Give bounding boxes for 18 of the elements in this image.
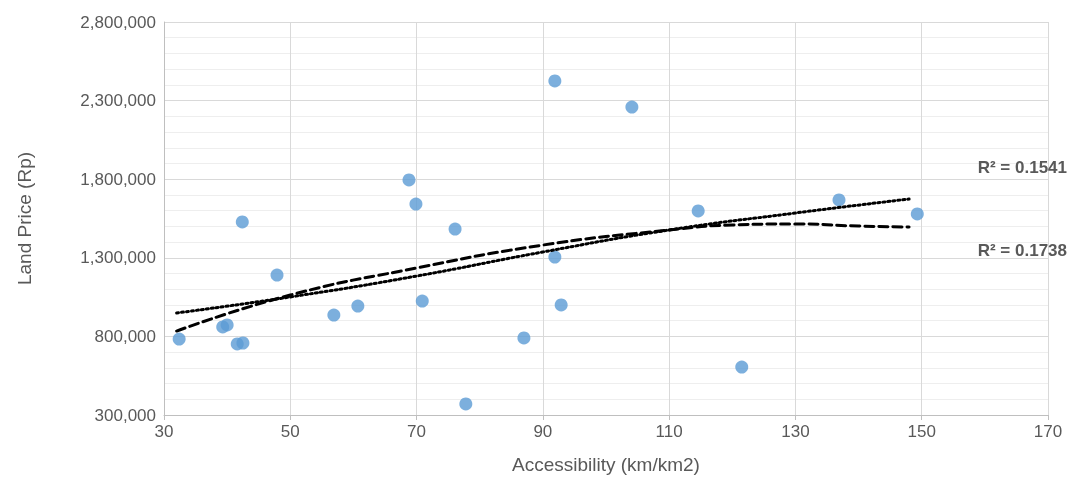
- x-tick-label: 110: [655, 422, 683, 441]
- y-axis-title: Land Price (Rp): [14, 151, 35, 286]
- x-tick-label: 30: [154, 422, 174, 441]
- x-tick-label: 150: [907, 422, 936, 441]
- annotation: R² = 0.1738: [977, 240, 1067, 260]
- x-tick-label: 50: [280, 422, 300, 441]
- x-tick-label: 70: [407, 422, 427, 441]
- x-tick-label: 90: [533, 422, 553, 441]
- x-axis-title: Accessibility (km/km2): [512, 454, 700, 475]
- y-tick-label: 300,000: [94, 405, 156, 425]
- annotation: R² = 0.1541: [977, 158, 1067, 178]
- y-tick-label: 2,800,000: [80, 12, 156, 32]
- y-tick-label: 1,300,000: [80, 248, 156, 268]
- x-tick-label: 130: [781, 422, 810, 441]
- y-tick-label: 800,000: [94, 326, 156, 346]
- y-tick-label: 2,300,000: [80, 91, 156, 111]
- y-tick-label: 1,800,000: [80, 169, 156, 189]
- x-tick-label: 170: [1033, 422, 1063, 441]
